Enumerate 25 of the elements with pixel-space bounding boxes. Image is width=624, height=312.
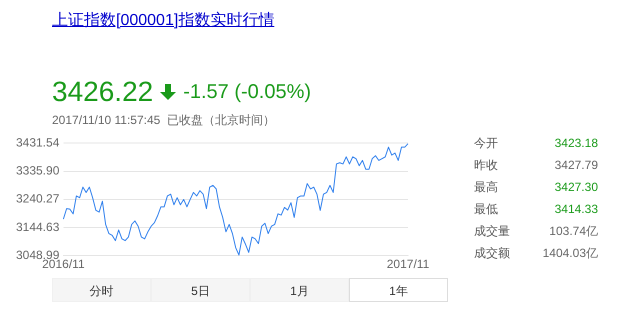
x-tick-label: 2017/11 — [386, 257, 430, 272]
text: 2017/11/10 11:57:45 已收盘（北京时间） — [52, 112, 275, 129]
y-tick-label: 3431.54 — [16, 136, 60, 150]
text: 3427.30 — [554, 179, 598, 196]
y-tick-label: 3240.27 — [16, 192, 60, 206]
text: 成交额 — [474, 245, 510, 262]
text: 3427.79 — [554, 157, 598, 174]
text: 1年 — [349, 278, 448, 302]
text: 3423.18 — [554, 135, 598, 152]
text: 5日 — [151, 278, 250, 302]
text: 103.74亿 — [549, 223, 598, 240]
text: 1月 — [250, 278, 349, 302]
text: 1404.03亿 — [542, 245, 598, 262]
text: 成交量 — [474, 223, 510, 240]
text: 最低 — [474, 201, 498, 218]
chart-title: 上证指数[000001]指数实时行情 — [52, 10, 274, 31]
text: 今开 — [474, 135, 498, 152]
y-tick-label: 3335.90 — [16, 164, 60, 178]
text: 最高 — [474, 179, 498, 196]
text: 3414.33 — [554, 201, 598, 218]
text: 昨收 — [474, 157, 498, 174]
text: 分时 — [52, 278, 151, 302]
text: -1.57 (-0.05%) — [183, 80, 312, 104]
text: 3426.22 — [52, 76, 154, 108]
y-tick-label: 3144.63 — [16, 220, 60, 234]
